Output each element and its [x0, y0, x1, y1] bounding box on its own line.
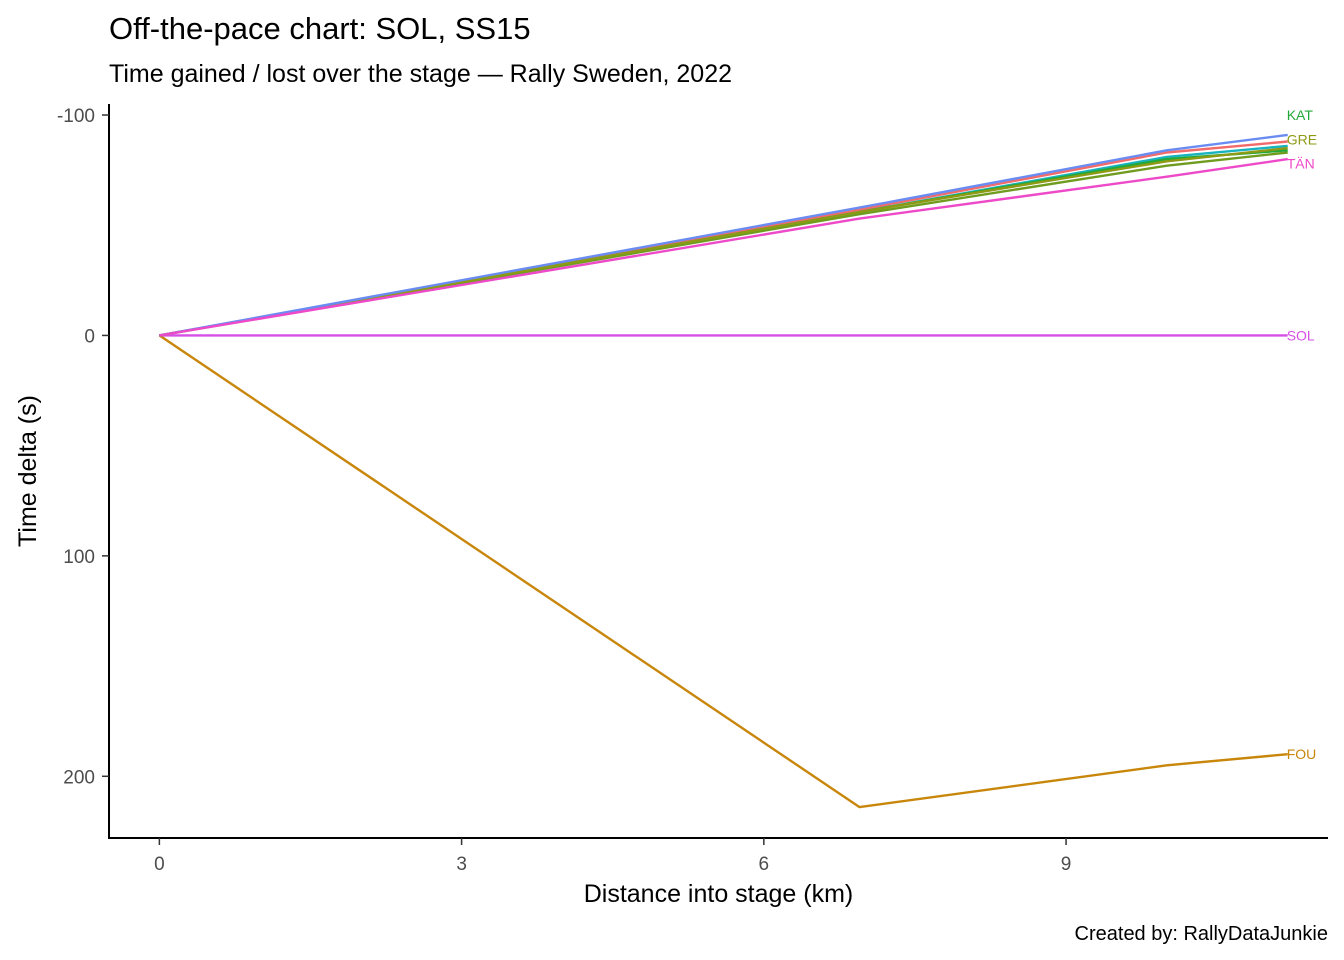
series-line-unlabelled-7 — [159, 133, 1288, 337]
series-label-0: KAT — [1287, 107, 1314, 123]
chart-caption: Created by: RallyDataJunkie — [1074, 923, 1328, 945]
series-label-2: TÄN — [1287, 156, 1315, 172]
x-tick-label: 6 — [759, 854, 770, 875]
series-label-4: FOU — [1287, 746, 1317, 762]
series-layer — [158, 133, 1288, 809]
y-tick-label: 100 — [63, 547, 95, 568]
series-label-3: SOL — [1287, 327, 1315, 343]
y-tick-label: 200 — [63, 767, 95, 788]
x-axis-title: Distance into stage (km) — [584, 880, 854, 908]
series-line-tän — [159, 157, 1288, 337]
axes: 0 3 6 9 -100 0 100 200 — [57, 104, 1328, 875]
y-tick-label: -100 — [57, 106, 95, 127]
chart-title: Off-the-pace chart: SOL, SS15 — [109, 11, 531, 46]
x-tick-label: 3 — [456, 854, 467, 875]
series-line-gre — [159, 146, 1288, 337]
x-tick-label: 0 — [154, 854, 165, 875]
series-line-fou — [158, 334, 1288, 809]
x-tick-label: 9 — [1061, 854, 1072, 875]
series-label-1: GRE — [1287, 131, 1317, 147]
chart-subtitle: Time gained / lost over the stage — Rall… — [109, 60, 733, 88]
series-label-layer: KAT GRE TÄN SOL FOU — [1287, 107, 1317, 762]
y-tick-label: 0 — [84, 326, 95, 347]
y-axis-title: Time delta (s) — [14, 395, 42, 547]
